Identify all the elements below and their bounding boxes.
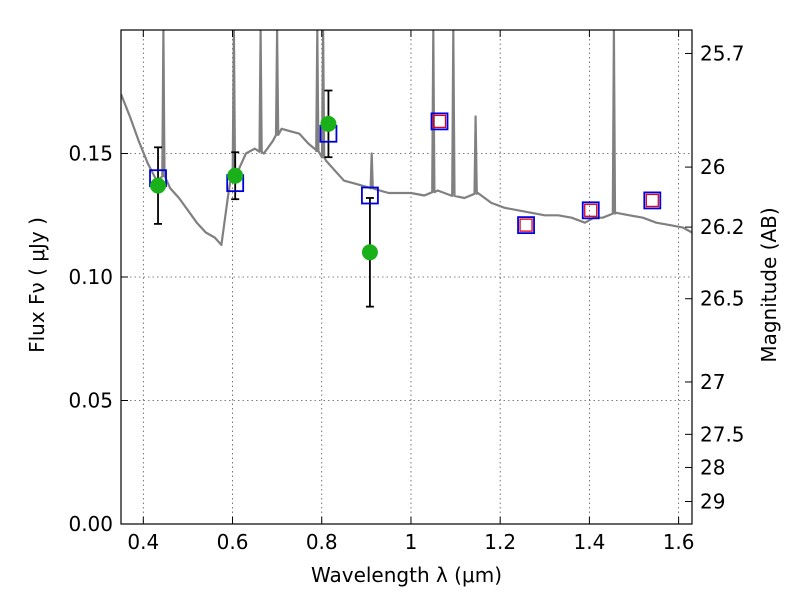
secondary-y-axis-label: Magnitude (AB) <box>757 207 781 362</box>
nir-square <box>645 193 659 208</box>
observed-point <box>320 115 337 132</box>
x-tick-label: 0.6 <box>217 530 249 554</box>
nir-square <box>432 114 447 129</box>
x-tick-label: 1.4 <box>573 530 605 554</box>
y2-tick-label: 27.5 <box>700 422 745 446</box>
y2-tick-label: 26 <box>700 155 725 179</box>
grid <box>121 30 692 524</box>
x-tick-label: 0.8 <box>306 530 338 554</box>
x-tick-label: 1.2 <box>484 530 516 554</box>
y2-tick-label: 26.2 <box>700 215 745 239</box>
model-square <box>361 186 379 205</box>
model-square <box>581 201 600 220</box>
y-tick-label: 0.15 <box>68 142 113 166</box>
y2-tick-label: 26.5 <box>700 287 745 311</box>
y-axis-label: Flux Fν ( μJy ) <box>25 217 49 353</box>
spectrum-line <box>121 30 692 246</box>
y2-tick-label: 25.7 <box>700 41 745 65</box>
nir-square <box>519 218 533 232</box>
data-markers <box>149 112 662 261</box>
x-tick-label: 1.6 <box>663 530 695 554</box>
observed-point <box>150 177 167 194</box>
model-square <box>643 191 662 210</box>
x-tick-label: 0.4 <box>127 530 159 554</box>
observed-point <box>227 167 244 184</box>
x-axis-label: Wavelength λ (μm) <box>311 563 502 587</box>
y2-tick-label: 27 <box>700 370 725 394</box>
x-tick-label: 1 <box>405 530 418 554</box>
error-bars <box>154 89 374 308</box>
y-tick-label: 0.00 <box>68 512 113 536</box>
nir-square <box>584 203 598 217</box>
y2-tick-label: 29 <box>700 490 725 514</box>
y2-tick-label: 28 <box>700 455 725 479</box>
model-square <box>517 216 535 235</box>
model-square <box>430 112 449 131</box>
y-tick-label: 0.05 <box>68 389 113 413</box>
y-tick-label: 0.10 <box>68 265 113 289</box>
model-spectrum <box>121 30 692 246</box>
observed-point <box>361 244 378 261</box>
ticks: 0.4 0.6 0.8 1 1.2 1.4 1.6 0.00 0.05 0.10 0.15 25.7 2… <box>68 30 745 554</box>
